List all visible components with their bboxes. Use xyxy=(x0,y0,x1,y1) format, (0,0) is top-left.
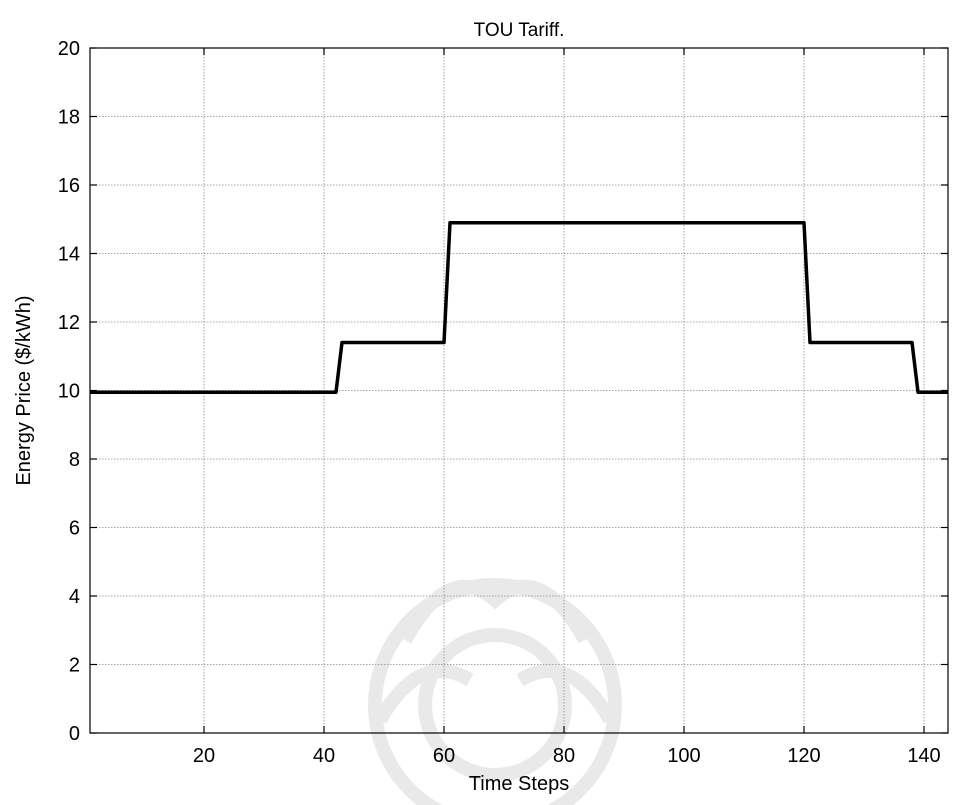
y-tick-label: 20 xyxy=(58,38,80,60)
y-axis-label: Energy Price ($/kWh) xyxy=(13,295,35,485)
x-tick-label: 40 xyxy=(313,745,335,767)
axis-ticks xyxy=(90,47,948,734)
x-tick-label: 140 xyxy=(907,745,940,767)
chart-title: TOU Tariff. xyxy=(474,20,565,41)
y-tick-label: 16 xyxy=(58,175,80,197)
y-tick-label: 6 xyxy=(69,518,80,540)
series-layer xyxy=(90,220,948,394)
mandala-watermark-icon xyxy=(368,578,622,805)
x-tick-label: 120 xyxy=(787,745,820,767)
x-tick-label: 20 xyxy=(193,745,215,767)
y-tick-label: 10 xyxy=(58,381,80,403)
x-tick-label: 60 xyxy=(433,745,455,767)
y-tick-label: 14 xyxy=(58,244,80,266)
y-tick-label: 18 xyxy=(58,107,80,129)
tick-labels: 20 40 60 80 100 120 140 0 2 4 6 8 10 12 14 16 18 20 xyxy=(58,38,941,767)
y-tick-label: 12 xyxy=(58,312,80,334)
y-tick-label: 8 xyxy=(69,449,80,471)
series-line xyxy=(90,220,948,394)
y-tick-label: 2 xyxy=(69,655,80,677)
y-tick-label: 0 xyxy=(69,723,80,745)
x-axis-label: Time Steps xyxy=(469,773,569,795)
y-tick-label: 4 xyxy=(69,586,80,608)
x-tick-label: 100 xyxy=(667,745,700,767)
x-tick-label: 80 xyxy=(553,745,575,767)
